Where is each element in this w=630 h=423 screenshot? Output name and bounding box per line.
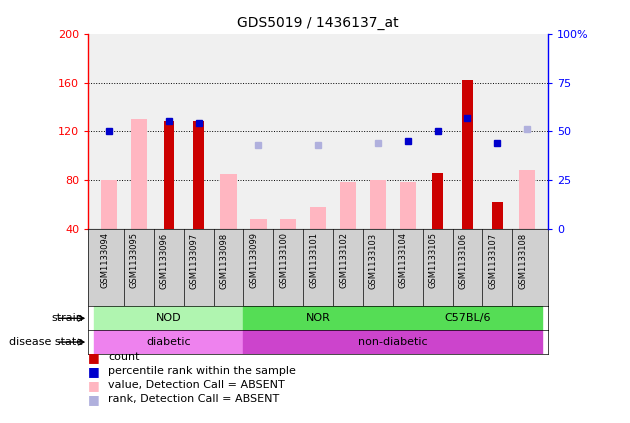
Text: ■: ■ (88, 379, 100, 392)
Text: GSM1133095: GSM1133095 (130, 232, 139, 288)
Text: GSM1133099: GSM1133099 (249, 232, 258, 288)
Bar (310, 206, 326, 228)
Bar (399, 182, 416, 228)
Text: GSM1133106: GSM1133106 (459, 232, 467, 288)
Text: ■: ■ (88, 393, 100, 406)
Text: GSM1133097: GSM1133097 (190, 232, 198, 288)
Text: C57BL/6: C57BL/6 (444, 313, 491, 323)
Bar (370, 180, 386, 228)
Bar (243, 330, 542, 354)
Bar (340, 182, 356, 228)
Text: non-diabetic: non-diabetic (358, 337, 428, 347)
Text: GSM1133105: GSM1133105 (428, 232, 438, 288)
Bar (101, 180, 117, 228)
Bar (94, 330, 243, 354)
Text: GSM1133098: GSM1133098 (220, 232, 229, 288)
Text: strain: strain (52, 313, 84, 323)
Text: value, Detection Call = ABSENT: value, Detection Call = ABSENT (108, 380, 285, 390)
Text: rank, Detection Call = ABSENT: rank, Detection Call = ABSENT (108, 394, 280, 404)
Text: GSM1133096: GSM1133096 (160, 232, 169, 288)
Text: GSM1133108: GSM1133108 (518, 232, 527, 288)
Text: GSM1133104: GSM1133104 (399, 232, 408, 288)
Text: percentile rank within the sample: percentile rank within the sample (108, 366, 296, 376)
Bar (164, 121, 174, 228)
Text: ■: ■ (88, 365, 100, 378)
Bar (519, 170, 536, 228)
Text: ■: ■ (88, 351, 100, 364)
Bar (243, 306, 393, 330)
Text: GSM1133094: GSM1133094 (100, 232, 109, 288)
Bar (131, 119, 147, 228)
Bar (393, 306, 542, 330)
Text: GSM1133101: GSM1133101 (309, 232, 318, 288)
Text: disease state: disease state (9, 337, 84, 347)
Bar (193, 121, 204, 228)
Text: GSM1133102: GSM1133102 (339, 232, 348, 288)
Text: diabetic: diabetic (147, 337, 191, 347)
Bar (250, 219, 266, 228)
Text: count: count (108, 352, 140, 363)
Bar (220, 174, 237, 228)
Text: GSM1133107: GSM1133107 (488, 232, 497, 288)
Bar (280, 219, 297, 228)
Bar (94, 306, 243, 330)
Text: NOR: NOR (306, 313, 331, 323)
Bar (462, 80, 472, 228)
Text: GSM1133100: GSM1133100 (279, 232, 289, 288)
Text: GSM1133103: GSM1133103 (369, 232, 378, 288)
Text: NOD: NOD (156, 313, 181, 323)
Bar (492, 202, 503, 228)
Bar (432, 173, 443, 228)
Title: GDS5019 / 1436137_at: GDS5019 / 1436137_at (238, 16, 399, 30)
